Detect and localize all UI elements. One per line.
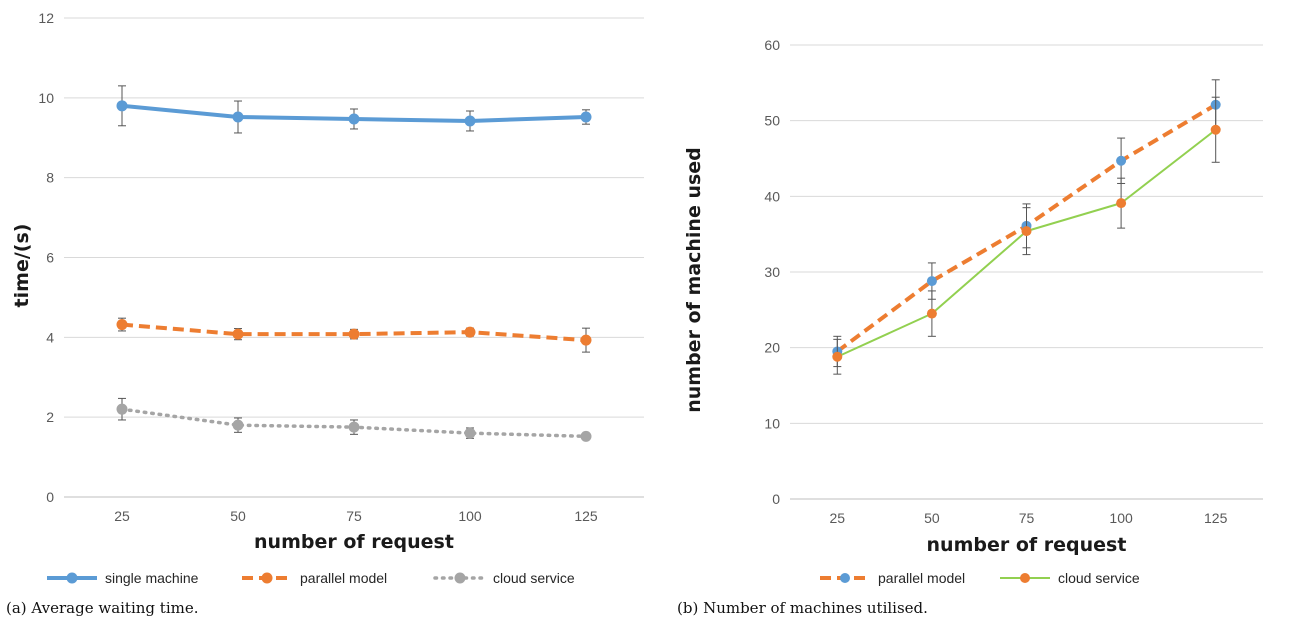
data-point (232, 328, 244, 340)
x-axis-title: number of request (254, 531, 454, 553)
figure-caption: (a) Average waiting time. (6, 599, 198, 617)
data-point (1116, 198, 1127, 209)
data-point (580, 430, 592, 442)
y-axis-title: number of machine used (683, 147, 705, 413)
y-tick-label: 4 (46, 329, 54, 345)
y-axis-title: time/(s) (11, 224, 33, 308)
data-point (464, 115, 476, 127)
x-tick-label: 75 (1019, 510, 1035, 526)
x-tick-label: 125 (574, 508, 598, 524)
x-tick-label: 50 (230, 508, 246, 524)
data-point (832, 351, 843, 362)
x-tick-label: 25 (830, 510, 846, 526)
y-tick-label: 20 (764, 340, 780, 356)
x-tick-label: 100 (1109, 510, 1133, 526)
y-tick-label: 2 (46, 409, 54, 425)
y-tick-label: 8 (46, 170, 54, 186)
data-point (580, 334, 592, 346)
data-point (464, 326, 476, 338)
y-tick-label: 10 (764, 415, 780, 431)
legend-swatch-marker (261, 572, 273, 584)
y-tick-label: 0 (772, 491, 780, 507)
data-point (464, 427, 476, 439)
x-tick-label: 125 (1204, 510, 1228, 526)
y-tick-label: 40 (764, 188, 780, 204)
data-point (348, 328, 360, 340)
y-tick-label: 0 (46, 489, 54, 505)
y-tick-label: 50 (764, 113, 780, 129)
x-tick-label: 100 (458, 508, 482, 524)
y-tick-label: 6 (46, 250, 54, 266)
data-point (232, 419, 244, 431)
data-point (926, 308, 937, 319)
data-point (1210, 124, 1221, 135)
legend-swatch-marker (840, 573, 850, 583)
y-tick-label: 10 (38, 90, 54, 106)
series-line-parallel-model (121, 322, 587, 343)
legend-swatch-marker (454, 572, 466, 584)
data-point (116, 403, 128, 415)
legend-label: cloud service (493, 570, 575, 586)
data-point (348, 421, 360, 433)
data-point (1116, 155, 1127, 166)
data-point (926, 276, 937, 287)
legend-swatch-marker (66, 572, 78, 584)
x-tick-label: 75 (346, 508, 362, 524)
x-tick-label: 50 (924, 510, 940, 526)
data-point (1021, 226, 1032, 237)
legend-label: cloud service (1058, 570, 1140, 586)
data-point (580, 111, 592, 123)
data-point (116, 319, 128, 331)
legend-label: single machine (105, 570, 199, 586)
figure-caption: (b) Number of machines utilised. (677, 599, 928, 617)
y-tick-label: 12 (38, 10, 54, 26)
x-axis-title: number of request (927, 534, 1127, 556)
data-point (116, 100, 128, 112)
legend-swatch-marker (1020, 573, 1030, 583)
legend-label: parallel model (300, 570, 387, 586)
data-point (348, 113, 360, 125)
y-tick-label: 60 (764, 37, 780, 53)
y-tick-label: 30 (764, 264, 780, 280)
legend-label: parallel model (878, 570, 965, 586)
data-point (232, 111, 244, 123)
x-tick-label: 25 (114, 508, 130, 524)
